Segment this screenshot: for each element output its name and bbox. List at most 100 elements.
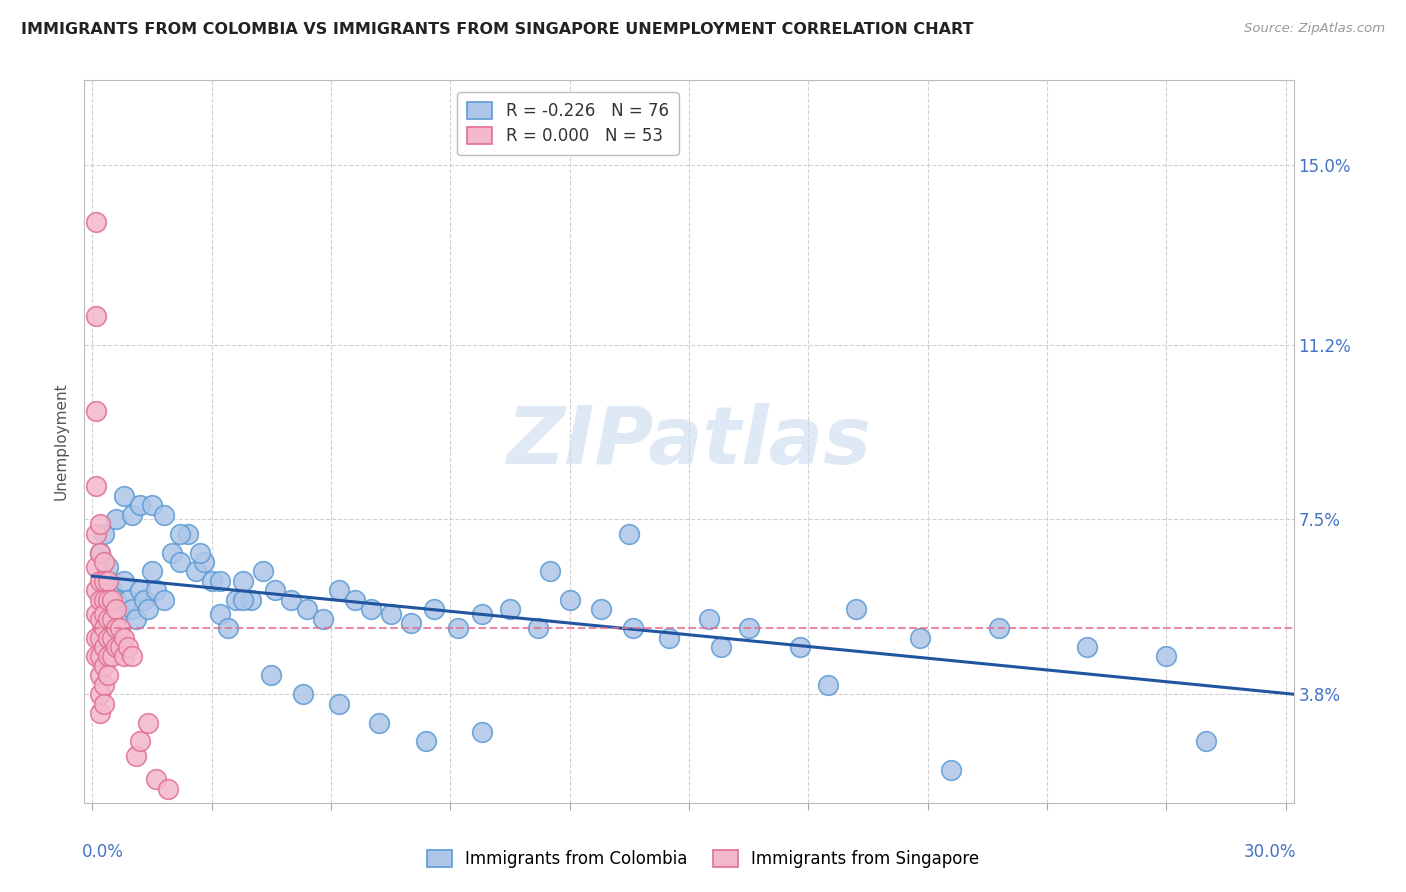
Point — [988, 621, 1011, 635]
Point — [343, 592, 366, 607]
Point — [112, 631, 135, 645]
Point — [97, 592, 120, 607]
Point — [84, 526, 107, 541]
Point — [129, 734, 152, 748]
Point — [89, 574, 111, 588]
Point — [112, 649, 135, 664]
Point — [89, 517, 111, 532]
Point — [84, 479, 107, 493]
Point — [845, 602, 868, 616]
Point — [105, 640, 128, 654]
Point — [423, 602, 446, 616]
Point — [328, 583, 350, 598]
Point — [789, 640, 811, 654]
Point — [538, 565, 561, 579]
Point — [89, 545, 111, 559]
Point — [112, 574, 135, 588]
Point — [367, 715, 389, 730]
Point — [136, 715, 159, 730]
Point — [93, 574, 115, 588]
Point — [1154, 649, 1177, 664]
Point — [93, 592, 115, 607]
Point — [101, 631, 124, 645]
Point — [1076, 640, 1098, 654]
Point — [145, 583, 167, 598]
Point — [105, 621, 128, 635]
Point — [84, 310, 107, 324]
Point — [658, 631, 681, 645]
Point — [217, 621, 239, 635]
Point — [941, 763, 963, 777]
Point — [264, 583, 287, 598]
Point — [292, 687, 315, 701]
Point — [101, 592, 124, 607]
Point — [121, 508, 143, 522]
Point — [156, 781, 179, 796]
Point — [93, 678, 115, 692]
Point — [97, 649, 120, 664]
Point — [527, 621, 550, 635]
Point — [169, 526, 191, 541]
Point — [471, 725, 494, 739]
Point — [208, 607, 231, 621]
Point — [591, 602, 613, 616]
Point — [89, 668, 111, 682]
Point — [447, 621, 470, 635]
Point — [121, 649, 143, 664]
Point — [380, 607, 402, 621]
Point — [240, 592, 263, 607]
Point — [105, 602, 128, 616]
Text: 0.0%: 0.0% — [82, 843, 124, 861]
Point — [97, 612, 120, 626]
Point — [93, 607, 115, 621]
Point — [93, 555, 115, 569]
Point — [93, 640, 115, 654]
Point — [710, 640, 733, 654]
Y-axis label: Unemployment: Unemployment — [53, 383, 69, 500]
Point — [141, 565, 163, 579]
Point — [89, 612, 111, 626]
Point — [89, 545, 111, 559]
Point — [121, 602, 143, 616]
Point — [169, 555, 191, 569]
Legend: Immigrants from Colombia, Immigrants from Singapore: Immigrants from Colombia, Immigrants fro… — [420, 843, 986, 875]
Point — [101, 612, 124, 626]
Point — [93, 658, 115, 673]
Point — [84, 215, 107, 229]
Point — [201, 574, 224, 588]
Point — [105, 592, 128, 607]
Point — [177, 526, 200, 541]
Point — [108, 640, 131, 654]
Point — [558, 592, 581, 607]
Point — [295, 602, 318, 616]
Point — [84, 631, 107, 645]
Point — [97, 631, 120, 645]
Point — [153, 508, 176, 522]
Point — [908, 631, 931, 645]
Point — [260, 668, 283, 682]
Point — [84, 404, 107, 418]
Point — [125, 748, 148, 763]
Point — [328, 697, 350, 711]
Point — [184, 565, 207, 579]
Point — [84, 583, 107, 598]
Point — [84, 559, 107, 574]
Point — [145, 772, 167, 787]
Point — [108, 607, 131, 621]
Point — [193, 555, 215, 569]
Point — [160, 545, 183, 559]
Point — [108, 621, 131, 635]
Point — [499, 602, 522, 616]
Point — [1195, 734, 1218, 748]
Point — [471, 607, 494, 621]
Text: ZIPatlas: ZIPatlas — [506, 402, 872, 481]
Point — [252, 565, 274, 579]
Point — [89, 592, 111, 607]
Point — [280, 592, 302, 607]
Point — [125, 612, 148, 626]
Legend: R = -0.226   N = 76, R = 0.000   N = 53: R = -0.226 N = 76, R = 0.000 N = 53 — [457, 92, 679, 155]
Point — [129, 498, 152, 512]
Point — [188, 545, 211, 559]
Point — [89, 706, 111, 720]
Point — [312, 612, 335, 626]
